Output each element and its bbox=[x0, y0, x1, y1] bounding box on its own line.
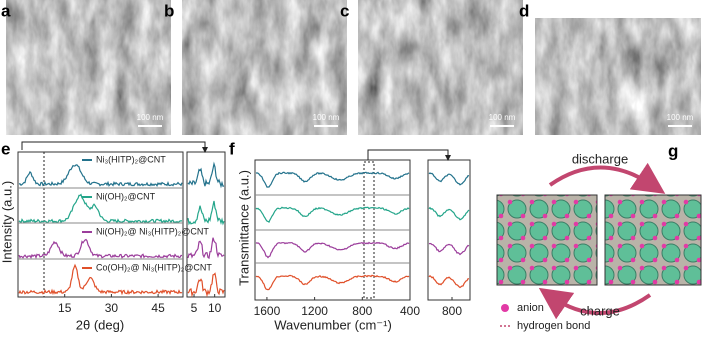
x-tick-label: 5 bbox=[191, 301, 198, 315]
spectrum-trace bbox=[428, 274, 470, 289]
scale-bar-label: 100 nm bbox=[137, 113, 164, 122]
panel-label: c bbox=[340, 1, 349, 20]
scale-bar-label: 100 nm bbox=[489, 113, 516, 122]
legend-marker bbox=[501, 304, 509, 312]
legend-label: Co(OH)₂@ Ni₃(HITP)₂@CNT bbox=[96, 262, 212, 272]
arrow-discharge bbox=[548, 162, 666, 194]
legend-label: Ni(OH)₂@ Ni₃(HITP)₂@CNT bbox=[96, 226, 209, 236]
scale-bar: 100 nm bbox=[313, 113, 340, 127]
spectrum-trace bbox=[18, 164, 183, 187]
spectrum-trace bbox=[428, 242, 470, 256]
sem-b bbox=[182, 0, 347, 135]
x-tick-label: 1200 bbox=[301, 304, 328, 318]
arrow-charge bbox=[538, 287, 652, 320]
legend-label: Ni₃(HITP)₂@CNT bbox=[96, 154, 166, 164]
inset-frame bbox=[186, 151, 226, 298]
zoom-bracket bbox=[367, 149, 451, 161]
y-axis-label: Transmittance (a.u.) bbox=[236, 170, 251, 286]
scale-bar: 100 nm bbox=[489, 113, 516, 127]
panel-label: a bbox=[1, 1, 11, 20]
spectrum-trace bbox=[255, 206, 410, 224]
x-tick-label: 400 bbox=[400, 304, 420, 318]
plot-frame bbox=[17, 151, 184, 298]
scale-bar-label: 100 nm bbox=[667, 113, 694, 122]
spectrum-trace bbox=[187, 161, 225, 189]
legend-label: anion bbox=[517, 302, 544, 314]
y-axis-label: Intensity (a.u.) bbox=[0, 181, 14, 263]
legend-label: Ni(OH)₂@CNT bbox=[96, 191, 156, 201]
legend-label: hydrogen bond bbox=[517, 320, 590, 332]
spectrum-trace bbox=[187, 272, 225, 298]
x-tick-label: 1600 bbox=[254, 304, 281, 318]
x-tick-label: 30 bbox=[105, 301, 119, 315]
zoom-bracket bbox=[21, 141, 208, 153]
x-tick-label: 800 bbox=[442, 304, 462, 318]
spectrum-trace bbox=[187, 237, 225, 260]
spectrum-trace bbox=[428, 172, 470, 186]
x-tick-label: 15 bbox=[58, 301, 72, 315]
sem-a bbox=[6, 0, 171, 135]
panel-label: d bbox=[519, 1, 529, 20]
spectrum-trace bbox=[255, 241, 410, 259]
sem-d bbox=[535, 18, 701, 135]
scale-bar: 100 nm bbox=[667, 113, 694, 127]
panel-label: f bbox=[229, 139, 235, 158]
scale-bar: 100 nm bbox=[137, 113, 164, 127]
x-axis-label: Wavenumber (cm⁻¹) bbox=[274, 317, 392, 332]
spectrum-trace bbox=[255, 171, 410, 188]
x-tick-label: 800 bbox=[352, 304, 372, 318]
spectrum-trace bbox=[428, 206, 470, 221]
x-tick-label: 45 bbox=[151, 301, 165, 315]
arrow-label: discharge bbox=[572, 151, 628, 166]
spectrum-trace bbox=[18, 238, 182, 260]
sem-c bbox=[358, 0, 523, 135]
x-tick-label: 10 bbox=[208, 301, 222, 315]
structure-charged bbox=[604, 194, 702, 286]
panel-label: e bbox=[1, 139, 10, 158]
spectrum-trace bbox=[255, 274, 410, 291]
x-axis-label: 2θ (deg) bbox=[76, 317, 124, 332]
arrow-label: charge bbox=[580, 303, 620, 318]
spectrum-trace bbox=[187, 200, 225, 226]
panel-label: g bbox=[668, 141, 678, 160]
scale-bar-label: 100 nm bbox=[313, 113, 340, 122]
structure-discharged bbox=[496, 194, 598, 286]
panel-label: b bbox=[164, 1, 174, 20]
spectrum-trace bbox=[18, 263, 183, 296]
